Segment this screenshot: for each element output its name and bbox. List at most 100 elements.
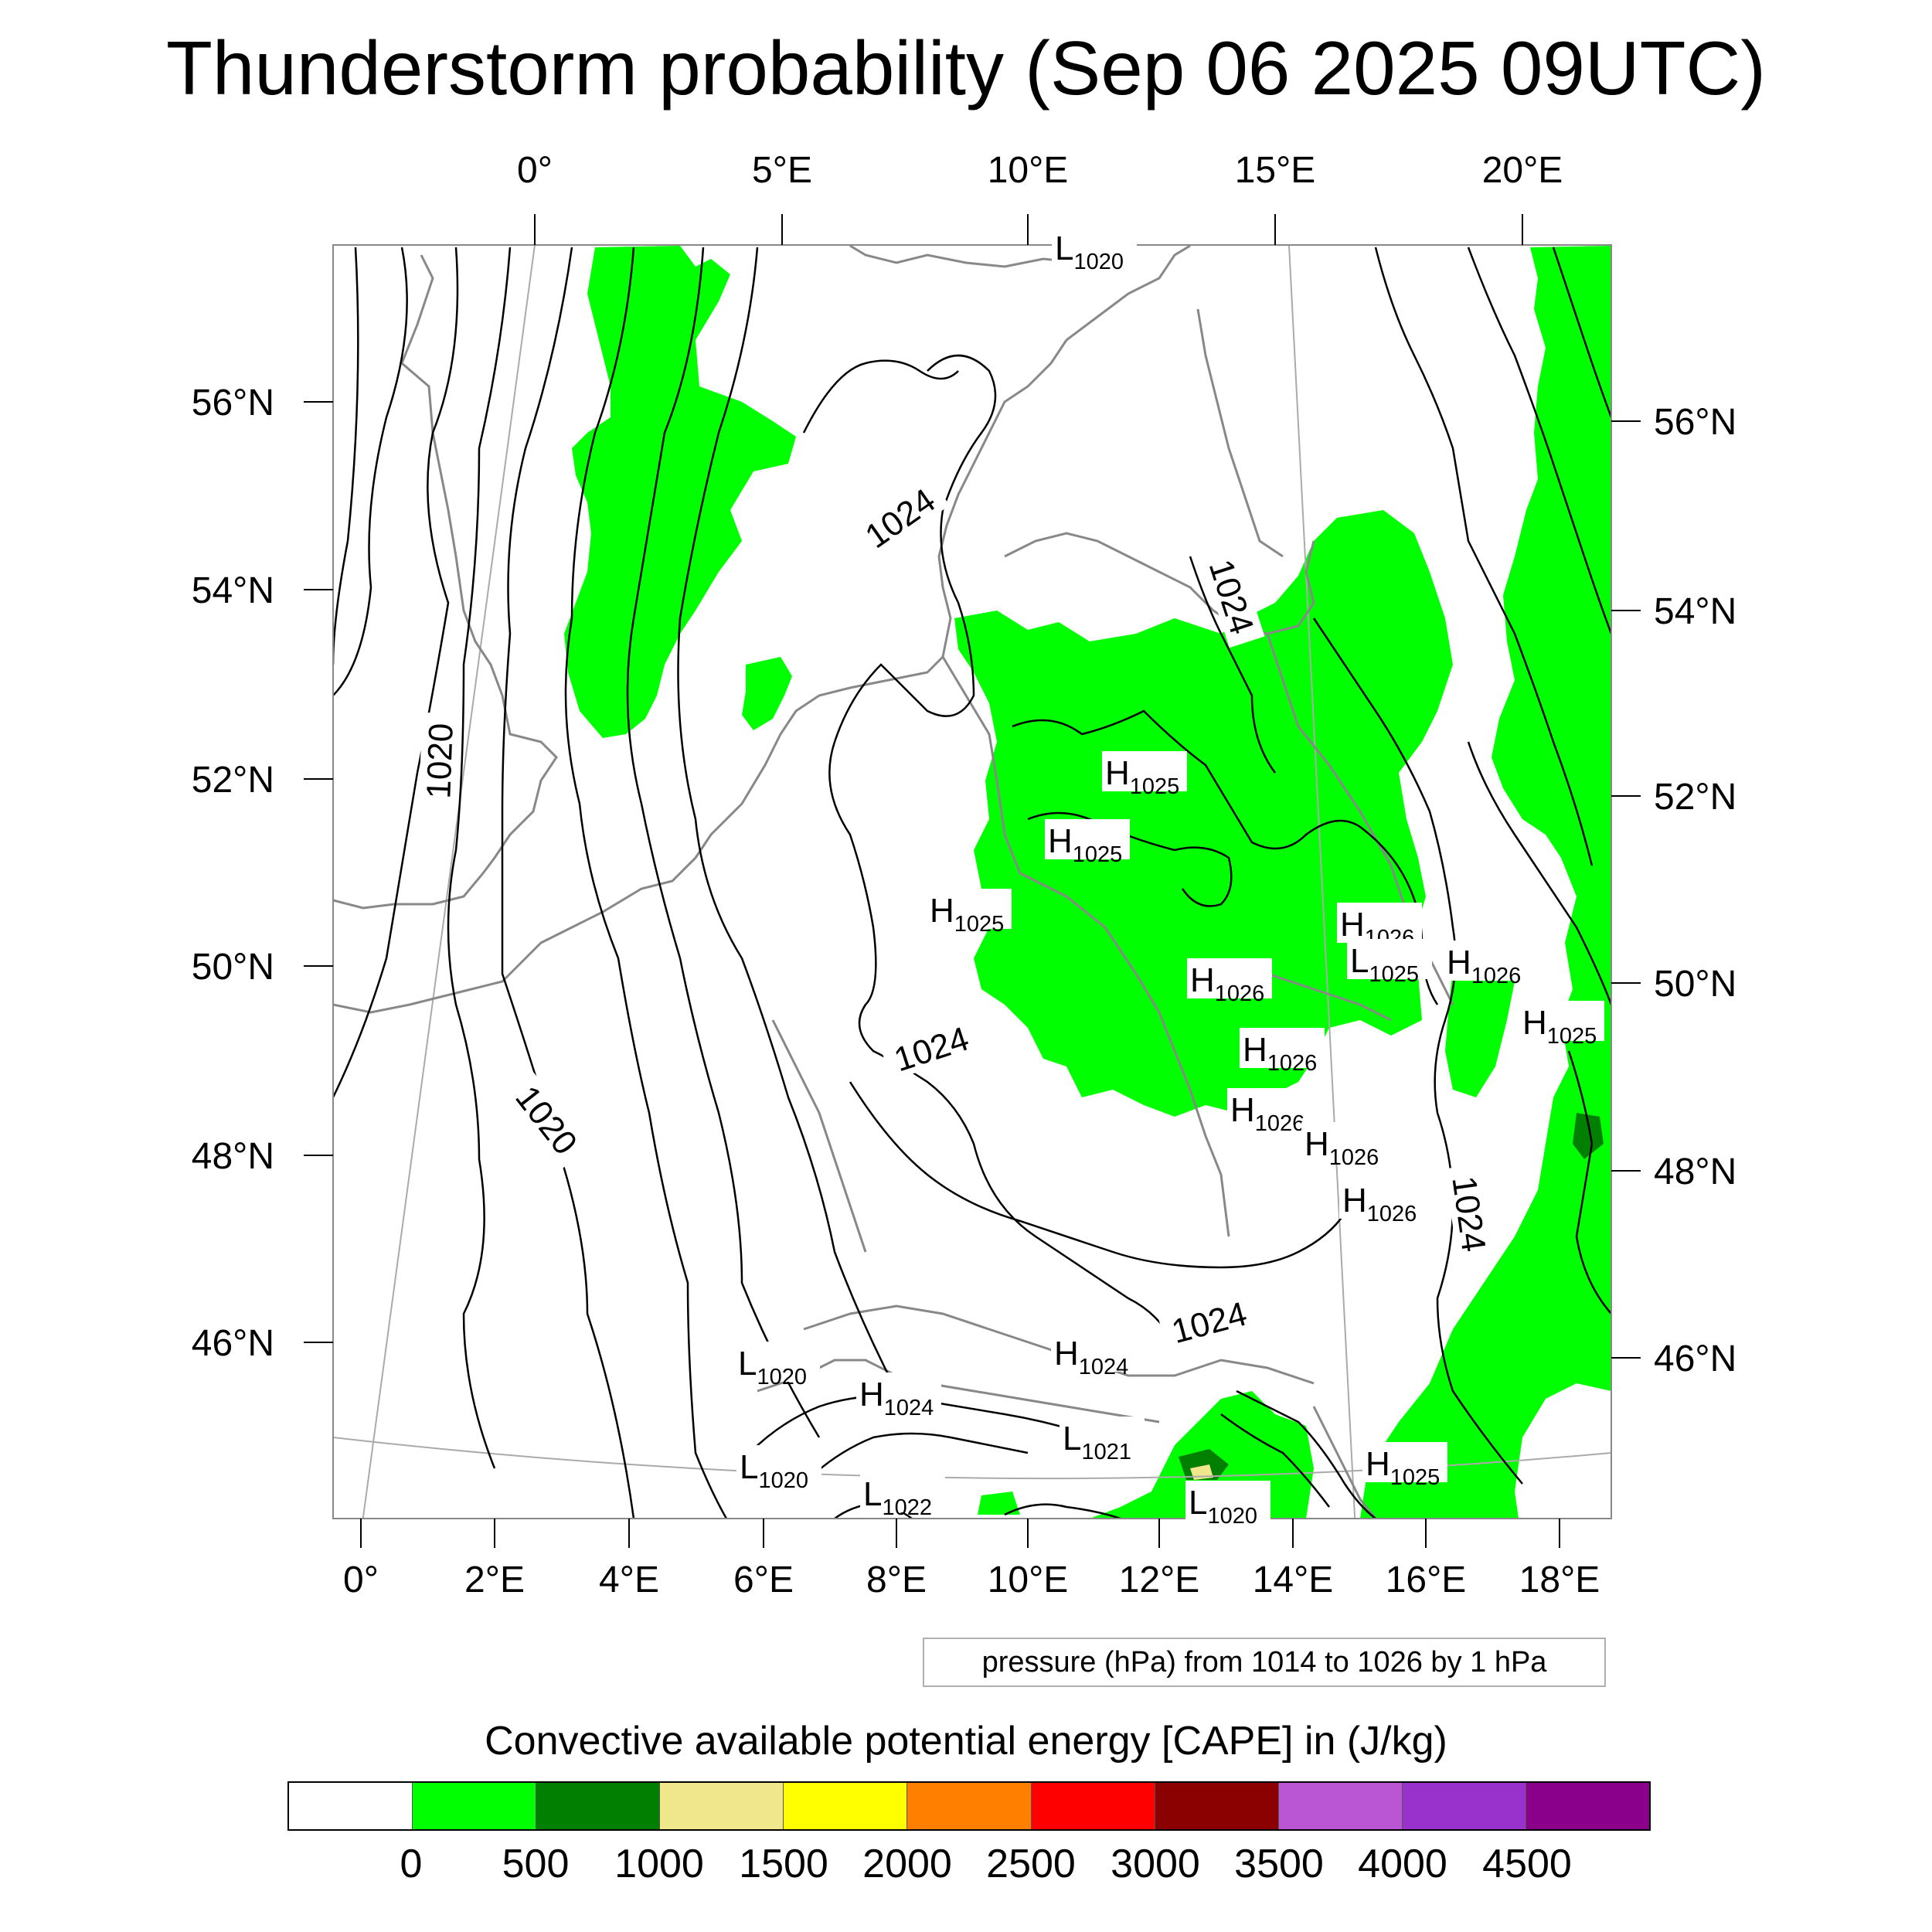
cape-area-north-sea <box>564 246 796 738</box>
svg-text:H1026: H1026 <box>1342 1182 1417 1226</box>
map-frame <box>332 244 1612 1519</box>
colorbar-swatch <box>289 1783 413 1829</box>
pressure-center-value: 1022 <box>882 1495 932 1520</box>
svg-text:L1025: L1025 <box>1350 942 1419 987</box>
colorbar-label: 500 <box>502 1842 570 1886</box>
isobar-east-4 <box>1467 741 1611 1005</box>
pressure-center-kind: H <box>1048 822 1073 860</box>
colorbar-label: 2500 <box>986 1842 1076 1886</box>
svg-text:H1025: H1025 <box>1366 1445 1440 1490</box>
graticule-meridian-15e <box>1288 245 1356 1519</box>
map-content <box>333 245 1611 1519</box>
pressure-center-value: 1025 <box>1547 1024 1597 1049</box>
cape-area-netherlands <box>742 657 792 730</box>
right-lat-label: 46°N <box>1654 1338 1736 1379</box>
colorbar-swatch <box>1402 1783 1526 1829</box>
isobar-east-5 <box>1567 1050 1611 1315</box>
cape-fill-layer <box>564 246 1611 1519</box>
pressure-center-value: 1024 <box>884 1396 934 1420</box>
isobar-1024-denmark <box>1189 556 1277 774</box>
isobars <box>333 247 1611 1519</box>
isobar-west-4 <box>447 247 512 1469</box>
colorbar-swatch <box>1278 1783 1403 1829</box>
colorbar-label: 4500 <box>1482 1842 1572 1886</box>
tick-marks <box>304 214 1641 1548</box>
pressure-center-kind: H <box>1340 906 1365 944</box>
cape-area-dark-1 <box>1573 1113 1604 1159</box>
colorbar-swatch <box>413 1783 537 1829</box>
colorbar <box>287 1781 1651 1831</box>
colorbar-swatch <box>907 1783 1032 1829</box>
svg-text:H1024: H1024 <box>859 1376 934 1420</box>
pressure-center-kind: H <box>1342 1182 1367 1219</box>
svg-text:L1021: L1021 <box>1063 1420 1131 1464</box>
pressure-center-value: 1025 <box>1369 962 1419 987</box>
coastline-sweden <box>1066 245 1191 342</box>
cape-area-central-europe <box>954 510 1453 1117</box>
bottom-lon-label: 18°E <box>1519 1560 1600 1600</box>
pressure-center-value: 1020 <box>1207 1504 1257 1529</box>
colorbar-label: 3000 <box>1111 1842 1200 1886</box>
svg-text:H1024: H1024 <box>1054 1335 1128 1379</box>
isobar-alps-4 <box>1220 1413 1330 1508</box>
isobar-west-5 <box>501 247 635 1519</box>
pressure-center-kind: L <box>1189 1484 1207 1522</box>
isobar-1024-central <box>849 1081 1346 1269</box>
pressure-center-value: 1025 <box>1130 774 1180 799</box>
isobar-west-6 <box>564 247 728 1519</box>
svg-text:H1026: H1026 <box>1304 1125 1379 1170</box>
pressure-center-kind: H <box>1366 1445 1390 1483</box>
pressure-center-kind: L <box>738 1345 757 1383</box>
left-lat-label: 50°N <box>192 947 274 988</box>
bottom-lon-label: 10°E <box>988 1560 1069 1600</box>
bottom-lon-label: 0° <box>343 1560 379 1600</box>
pressure-center-value: 1020 <box>757 1365 807 1389</box>
svg-text:H1025: H1025 <box>1105 754 1179 799</box>
top-lon-label: 10°E <box>988 150 1069 191</box>
pressure-center-kind: L <box>1063 1420 1081 1458</box>
isobar-alps-3 <box>1236 1389 1376 1519</box>
isobar-east-2 <box>1467 247 1611 634</box>
pressure-center-kind: H <box>1447 944 1471 981</box>
top-lon-label: 5°E <box>752 150 812 191</box>
svg-text:H1026: H1026 <box>1243 1031 1317 1076</box>
coastline-denmark <box>937 339 1068 658</box>
pressure-center-kind: H <box>1522 1004 1547 1042</box>
top-lon-labels: 0° 5°E 10°E 15°E 20°E <box>517 150 1563 191</box>
colorbar-swatch <box>1031 1783 1155 1829</box>
top-lon-label: 15°E <box>1235 150 1316 191</box>
pressure-center-kind: H <box>930 892 954 930</box>
coastline-france-north <box>333 655 944 1014</box>
pressure-center-value: 1026 <box>1471 964 1522 988</box>
pressure-center-value: 1020 <box>758 1468 808 1493</box>
colorbar-label: 3500 <box>1234 1842 1324 1886</box>
isobar-west-3 <box>333 247 459 1098</box>
pressure-center-value: 1025 <box>954 912 1005 937</box>
cape-area-east-patch <box>1445 958 1515 1097</box>
bottom-lon-label: 2°E <box>464 1560 525 1600</box>
border-france-germany <box>771 1019 867 1253</box>
pressure-center-value: 1025 <box>1390 1465 1440 1490</box>
isobar-label: 1024 <box>1444 1174 1492 1254</box>
colorbar-label: 2000 <box>862 1842 952 1886</box>
right-lat-label: 50°N <box>1654 964 1736 1005</box>
pressure-center-kind: L <box>740 1448 758 1486</box>
svg-text:L1020: L1020 <box>1189 1484 1257 1529</box>
left-lat-label: 46°N <box>192 1323 274 1364</box>
right-lat-label: 52°N <box>1654 777 1736 818</box>
colorbar-label: 1500 <box>739 1842 828 1886</box>
isobar-1024-north <box>802 359 959 434</box>
colorbar-label: 0 <box>400 1842 423 1886</box>
pressure-info-box: pressure (hPa) from 1014 to 1026 by 1 hP… <box>923 1638 1606 1687</box>
pressure-center-value: 1025 <box>1073 842 1123 867</box>
isobar-alps-6 <box>1004 1503 1121 1519</box>
colorbar-label: 4000 <box>1358 1842 1447 1886</box>
pressure-center-kind: H <box>1230 1091 1255 1129</box>
top-lon-label: 0° <box>517 150 553 191</box>
colorbar-swatch <box>660 1783 784 1829</box>
chart-title: Thunderstorm probability (Sep 06 2025 09… <box>166 26 1766 111</box>
svg-text:L1020: L1020 <box>1055 230 1124 274</box>
pressure-center-value: 1026 <box>1255 1111 1305 1136</box>
bottom-lon-label: 12°E <box>1119 1560 1200 1600</box>
pressure-center-kind: H <box>1243 1031 1267 1069</box>
